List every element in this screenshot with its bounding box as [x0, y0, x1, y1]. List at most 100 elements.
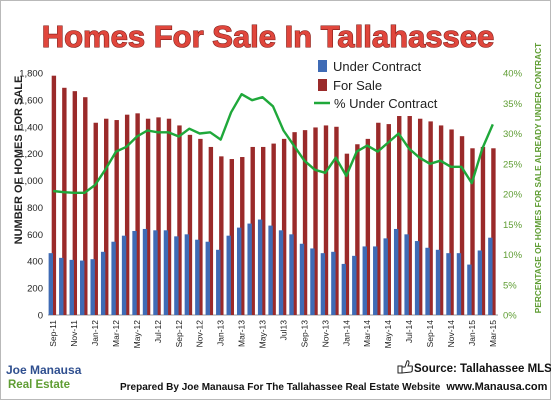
bar-under-contract [226, 235, 231, 315]
bar-under-contract [373, 246, 378, 315]
bar-for-sale [480, 146, 486, 315]
x-tick-label: Jul-12 [153, 320, 163, 343]
left-tick-label: 1,600 [19, 95, 43, 106]
bar-under-contract [362, 246, 367, 315]
x-axis-tick-labels: Sep-11 Nov-11 Jan-12 Mar-12 May-12 Jul-12 Sep-… [48, 320, 498, 349]
bar-under-contract [257, 219, 263, 315]
pct-under-contract-line [53, 92, 494, 195]
bar-under-contract [310, 248, 315, 315]
for-sale-series [51, 75, 496, 316]
bar-under-contract [278, 230, 284, 315]
x-tick-label: Jul-14 [404, 320, 414, 343]
bar-for-sale [219, 156, 224, 315]
x-tick-label: Mar-15 [488, 320, 498, 347]
bar-for-sale [177, 125, 182, 315]
under-contract-series [48, 219, 493, 315]
bar-for-sale [156, 117, 161, 315]
left-tick-label: 400 [27, 257, 43, 268]
bar-for-sale [355, 144, 360, 315]
left-tick-label: 800 [27, 203, 43, 214]
left-tick-label: 0 [38, 311, 43, 322]
right-tick-label: 0% [503, 311, 517, 322]
bar-under-contract [446, 253, 451, 315]
bar-under-contract [236, 227, 242, 315]
right-tick-label: 10% [503, 250, 523, 261]
x-tick-label: Jan-15 [467, 320, 477, 346]
bar-under-contract [121, 235, 127, 315]
bar-for-sale [240, 157, 245, 315]
bar-for-sale [334, 126, 339, 316]
bar-under-contract [477, 250, 483, 315]
footer-website: www.Manausa.com [445, 381, 547, 393]
bar-for-sale [302, 130, 308, 315]
bar-under-contract [195, 239, 200, 315]
right-tick-label: 5% [503, 280, 517, 291]
bar-for-sale [292, 132, 297, 315]
left-axis-ticks: 0 200 400 600 800 1,000 1,200 1,400 1,600 1,800 [19, 69, 43, 322]
bar-for-sale [51, 75, 57, 315]
legend-label-for-sale: For Sale [333, 78, 382, 93]
x-tick-label: May-12 [132, 320, 142, 349]
x-tick-label: Nov-11 [69, 320, 79, 347]
legend-label-under-contract: Under Contract [333, 59, 422, 74]
bar-for-sale [428, 121, 433, 316]
bar-under-contract [48, 253, 54, 315]
bar-under-contract [132, 230, 137, 315]
bar-for-sale [135, 113, 140, 315]
bar-under-contract [142, 228, 148, 315]
bar-for-sale [365, 138, 371, 315]
bar-for-sale [459, 136, 465, 315]
x-tick-label: Jan-12 [90, 320, 100, 346]
bar-under-contract [404, 234, 409, 315]
right-axis-ticks: 0% 5% 10% 15% 20% 25% 30% 35% 40% [503, 69, 523, 322]
bar-for-sale [491, 148, 496, 315]
x-tick-label: Mar-13 [237, 320, 247, 347]
x-tick-label: Jan-13 [216, 320, 226, 346]
bar-under-contract [216, 249, 221, 315]
bar-under-contract [80, 260, 85, 315]
x-tick-label: Mar-14 [362, 320, 372, 347]
bar-for-sale [344, 153, 350, 315]
bar-under-contract [331, 251, 336, 315]
logo: Joe Manausa Real Estate [6, 363, 82, 391]
right-tick-label: 35% [503, 99, 523, 110]
x-tick-label: Jul13 [279, 320, 289, 341]
legend-swatch-under-contract [318, 60, 327, 72]
x-tick-label: Sep-12 [174, 320, 184, 348]
right-axis-title: PERCENTAGE OF HOMES FOR SALE ALREADY UND… [533, 43, 543, 313]
bar-for-sale [187, 134, 193, 315]
bar-for-sale [323, 125, 329, 315]
bar-under-contract [111, 241, 116, 315]
bar-for-sale [470, 148, 475, 315]
x-tick-label: Nov-14 [446, 320, 456, 348]
bar-for-sale [62, 87, 67, 316]
logo-line1: Joe Manausa [6, 363, 82, 377]
x-tick-label: Nov-12 [195, 320, 205, 348]
bar-under-contract [352, 255, 357, 315]
bar-under-contract [488, 237, 493, 315]
bar-for-sale [386, 124, 391, 315]
bar-for-sale [376, 122, 381, 315]
legend-swatch-for-sale [318, 79, 327, 91]
right-tick-label: 25% [503, 159, 523, 170]
bar-under-contract [320, 253, 326, 315]
bar-for-sale [198, 138, 203, 315]
bar-for-sale [281, 138, 287, 315]
pct-under-contract-series [53, 92, 494, 195]
bar-for-sale [124, 114, 130, 315]
source-text: Source: Tallahassee MLS [414, 363, 551, 375]
bar-for-sale [145, 118, 151, 315]
bar-under-contract [341, 263, 347, 315]
left-tick-label: 200 [27, 284, 43, 295]
right-tick-label: 30% [503, 129, 523, 140]
bar-for-sale [114, 120, 119, 315]
right-tick-label: 20% [503, 190, 523, 201]
thumbs-up-icon [397, 360, 413, 374]
bar-under-contract [153, 230, 158, 315]
x-tick-label: Sep-13 [299, 320, 309, 348]
bar-for-sale [271, 143, 276, 315]
chart-title: Homes For Sale In Tallahassee [42, 19, 495, 54]
bar-for-sale [438, 125, 444, 315]
right-tick-label: 40% [503, 69, 523, 80]
bar-for-sale [449, 129, 454, 315]
